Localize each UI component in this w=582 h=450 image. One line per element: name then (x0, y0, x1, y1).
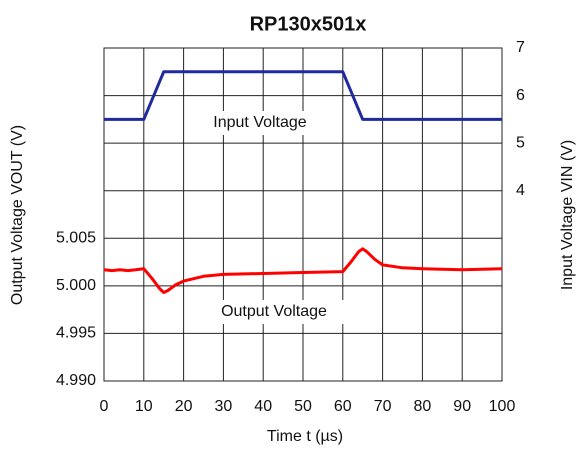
y2-tick-label: 7 (516, 39, 525, 56)
y-axis-label: Output Voltage VOUT (V) (9, 125, 26, 305)
x-tick-label: 60 (334, 398, 352, 415)
series-label: Output Voltage (221, 303, 327, 320)
x-tick-label: 100 (489, 398, 516, 415)
series-line (104, 70, 502, 121)
x-tick-label: 50 (294, 398, 312, 415)
y-tick-label: 5.005 (56, 230, 96, 247)
x-tick-label: 40 (254, 398, 272, 415)
chart-title: RP130x501x (250, 13, 367, 35)
y-tick-label: 4.995 (56, 325, 96, 342)
x-tick-label: 10 (135, 398, 153, 415)
series-line (103, 247, 503, 294)
plot-frame (103, 47, 503, 382)
x-tick-label: 20 (175, 398, 193, 415)
y2-tick-label: 6 (516, 87, 525, 104)
y2-tick-label: 5 (516, 134, 525, 151)
x-tick-label: 70 (374, 398, 392, 415)
x-tick-label: 0 (100, 398, 109, 415)
y2-tick-label: 4 (516, 182, 525, 199)
label-bg (196, 300, 352, 324)
x-tick-label: 30 (215, 398, 233, 415)
x-tick-label: 80 (414, 398, 432, 415)
label-bg (188, 111, 330, 135)
y-tick-label: 5.000 (56, 277, 96, 294)
y2-axis-label: Input Voltage VIN (V) (559, 140, 576, 290)
x-tick-label: 90 (453, 398, 471, 415)
y-tick-label: 4.990 (56, 372, 96, 389)
x-axis-label: Time t (µs) (267, 428, 343, 445)
series-label: Input Voltage (213, 114, 307, 131)
